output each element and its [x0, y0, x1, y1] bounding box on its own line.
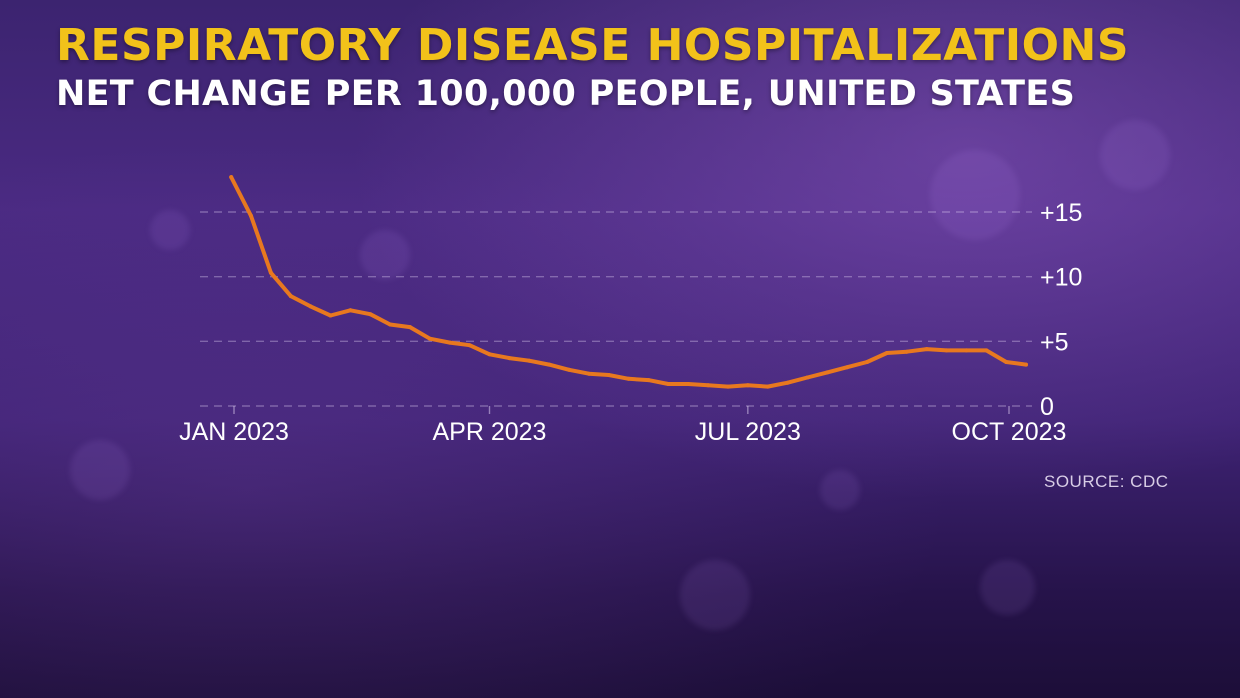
data-point — [388, 322, 393, 327]
data-point — [249, 213, 253, 218]
data-point — [507, 356, 512, 361]
chart-title: RESPIRATORY DISEASE HOSPITALIZATIONS — [56, 20, 1130, 71]
data-point — [745, 383, 750, 388]
data-point — [467, 343, 472, 348]
data-point — [785, 380, 790, 385]
data-point — [567, 367, 571, 372]
x-tick-label: JAN 2023 — [179, 418, 289, 446]
data-point — [1024, 362, 1028, 367]
data-point — [447, 340, 452, 345]
x-tick-label: APR 2023 — [433, 418, 547, 446]
x-tick-label: OCT 2023 — [952, 418, 1067, 446]
x-tick-label: JUL 2023 — [695, 418, 801, 446]
background-bokeh — [70, 440, 130, 500]
data-point — [706, 383, 711, 388]
data-point — [825, 370, 830, 375]
data-point — [626, 376, 631, 381]
data-point — [765, 384, 770, 389]
background-bokeh — [1100, 120, 1170, 190]
data-point — [666, 382, 671, 386]
data-point — [845, 365, 850, 370]
background-bokeh — [680, 560, 750, 630]
data-point — [547, 362, 552, 367]
data-point — [229, 175, 234, 180]
data-point — [686, 382, 691, 386]
data-point — [368, 312, 373, 317]
source-note: SOURCE: CDC — [1044, 472, 1169, 491]
data-point — [487, 352, 492, 357]
data-point — [268, 270, 273, 275]
data-point — [924, 347, 929, 352]
y-tick-label: 0 — [1040, 393, 1054, 421]
data-point — [944, 348, 949, 353]
y-tick-label: +15 — [1040, 199, 1082, 227]
y-tick-label: +5 — [1040, 328, 1069, 356]
background-bokeh — [820, 470, 860, 510]
data-point — [288, 294, 293, 299]
data-point — [1004, 360, 1009, 364]
data-point — [805, 375, 810, 380]
series-line — [229, 175, 1028, 389]
data-point — [328, 313, 333, 318]
data-point — [964, 348, 969, 353]
chart-subtitle: NET CHANGE PER 100,000 PEOPLE, UNITED ST… — [56, 74, 1076, 114]
background-bokeh — [930, 150, 1020, 240]
data-point — [884, 351, 889, 355]
data-point — [427, 336, 432, 341]
data-point — [904, 349, 909, 354]
data-point — [646, 378, 651, 383]
data-point — [865, 360, 870, 364]
background-bokeh — [980, 560, 1035, 615]
background-bokeh — [360, 230, 410, 280]
data-point — [408, 325, 412, 330]
data-point — [527, 358, 532, 363]
y-tick-label: +10 — [1040, 264, 1082, 292]
data-point — [586, 371, 591, 376]
data-point — [984, 348, 989, 353]
data-point — [308, 304, 313, 309]
data-point — [726, 384, 730, 389]
data-point — [348, 308, 353, 313]
data-point — [606, 373, 611, 377]
background-bokeh — [150, 210, 190, 250]
